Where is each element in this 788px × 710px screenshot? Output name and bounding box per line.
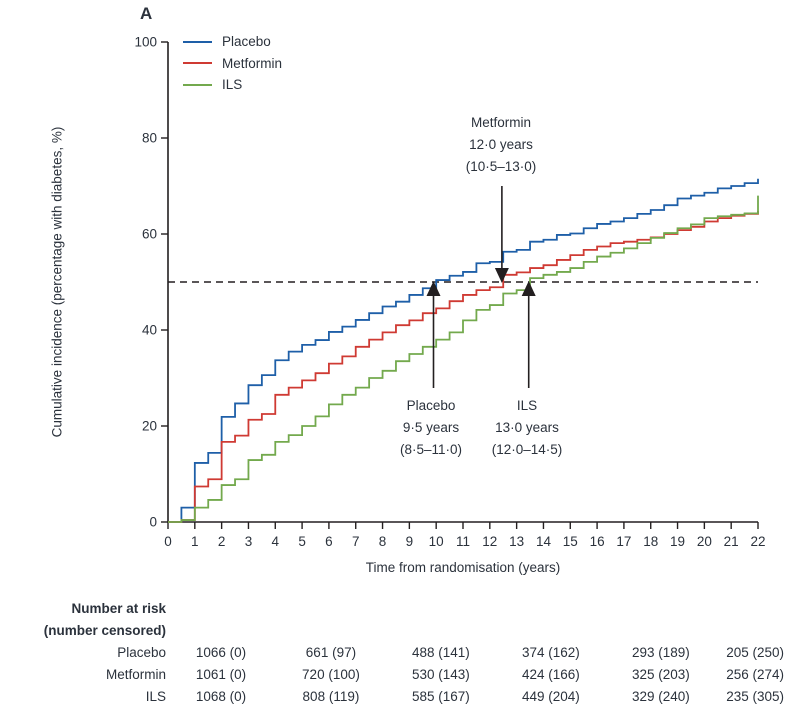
y-tick-label: 100 [134, 35, 157, 50]
x-tick-label: 9 [406, 534, 414, 549]
x-tick-label: 22 [750, 534, 765, 549]
y-tick-label: 0 [149, 515, 157, 530]
annotation-group: Metformin [470, 115, 532, 130]
x-tick-label: 2 [218, 534, 226, 549]
y-tick-label: 60 [142, 227, 157, 242]
risk-value: 329 (240) [631, 689, 690, 704]
x-tick-label: 14 [536, 534, 552, 549]
x-tick-label: 4 [272, 534, 280, 549]
risk-row-label: Placebo [117, 645, 166, 660]
number-at-risk-table: Number at risk (number censored) Placebo… [0, 598, 788, 708]
x-tick-label: 3 [245, 534, 253, 549]
legend: Placebo Metformin ILS [183, 31, 282, 96]
annotation-median: 13·0 years [495, 420, 559, 435]
x-axis-title: Time from randomisation (years) [365, 560, 561, 575]
placebo-line-swatch [183, 40, 212, 43]
y-tick-label: 20 [142, 419, 157, 434]
arrow-head-down-icon [494, 268, 509, 283]
x-tick-label: 7 [352, 534, 360, 549]
annotation-placebo-median: Placebo 9·5 years (8·5–11·0) [400, 395, 462, 461]
annotation-ils-median: ILS 13·0 years (12·0–14·5) [492, 395, 563, 461]
risk-value: 1068 (0) [195, 689, 247, 704]
annotation-metformin-median: Metformin 12·0 years (10·5–13·0) [466, 112, 537, 178]
risk-value: 585 (167) [412, 689, 470, 704]
legend-label-metformin: Metformin [222, 55, 283, 71]
y-tick-label: 40 [142, 323, 157, 338]
legend-label-ils: ILS [222, 77, 243, 92]
x-tick-label: 15 [563, 534, 578, 549]
legend-item-metformin: Metformin [183, 53, 282, 75]
annotation-group: ILS [516, 398, 538, 413]
risk-value: 256 (274) [726, 667, 785, 682]
x-tick-label: 16 [590, 534, 605, 549]
risk-value: 530 (143) [412, 667, 470, 682]
y-tick-label: 80 [142, 131, 157, 146]
risk-value: 374 (162) [521, 645, 580, 660]
arrow-head-up-icon [521, 281, 536, 296]
legend-item-ils: ILS [183, 74, 282, 96]
x-tick-label: 19 [670, 534, 685, 549]
risk-row-label: ILS [145, 689, 166, 704]
risk-table-header-line1: Number at risk [71, 601, 166, 616]
x-tick-label: 5 [298, 534, 306, 549]
y-axis-title: Cumulative incidence (percentage with di… [49, 126, 65, 438]
annotation-ci: (10·5–13·0) [465, 159, 537, 174]
x-tick-label: 6 [325, 534, 333, 549]
risk-value: 424 (166) [521, 667, 580, 682]
x-tick-label: 11 [456, 534, 470, 549]
risk-value: 293 (189) [631, 645, 690, 660]
risk-value: 808 (119) [302, 689, 360, 704]
risk-row-label: Metformin [105, 667, 166, 682]
risk-value: 449 (204) [521, 689, 580, 704]
annotation-median: 12·0 years [469, 137, 533, 152]
annotation-median: 9·5 years [402, 420, 460, 435]
metformin-line-swatch [183, 62, 212, 65]
legend-item-placebo: Placebo [183, 31, 282, 53]
annotation-ci: (12·0–14·5) [491, 442, 563, 457]
x-tick-label: 1 [191, 534, 199, 549]
x-tick-label: 10 [429, 534, 444, 549]
x-tick-label: 18 [643, 534, 658, 549]
annotation-group: Placebo [406, 398, 456, 413]
series-curve-metformin [168, 210, 759, 523]
risk-row-metformin: Metformin 1061 (0) 720 (100) 530 (143) 4… [0, 664, 788, 686]
risk-value: 1061 (0) [195, 667, 247, 682]
panel-label: A [140, 4, 153, 23]
risk-value: 325 (203) [631, 667, 690, 682]
x-tick-label: 13 [509, 534, 524, 549]
risk-value: 720 (100) [302, 667, 360, 682]
legend-label-placebo: Placebo [222, 34, 271, 49]
risk-row-ils: ILS 1068 (0) 808 (119) 585 (167) 449 (20… [0, 686, 788, 708]
series-curve-ils [168, 195, 759, 523]
risk-value: 205 (250) [726, 645, 785, 660]
x-tick-label: 17 [616, 534, 631, 549]
arrow-head-up-icon [426, 281, 441, 296]
risk-value: 1066 (0) [195, 645, 247, 660]
risk-value: 661 (97) [305, 645, 357, 660]
risk-value: 488 (141) [412, 645, 470, 660]
risk-table-header-line2: (number censored) [43, 623, 166, 638]
x-tick-label: 8 [379, 534, 387, 549]
x-tick-label: 20 [697, 534, 712, 549]
x-tick-label: 21 [724, 534, 739, 549]
risk-row-placebo: Placebo 1066 (0) 661 (97) 488 (141) 374 … [0, 642, 788, 664]
x-tick-label: 12 [482, 534, 497, 549]
ils-line-swatch [183, 83, 212, 86]
x-tick-label: 0 [164, 534, 172, 549]
annotation-ci: (8·5–11·0) [399, 442, 463, 457]
series-curve-placebo [168, 178, 759, 523]
risk-value: 235 (305) [726, 689, 785, 704]
